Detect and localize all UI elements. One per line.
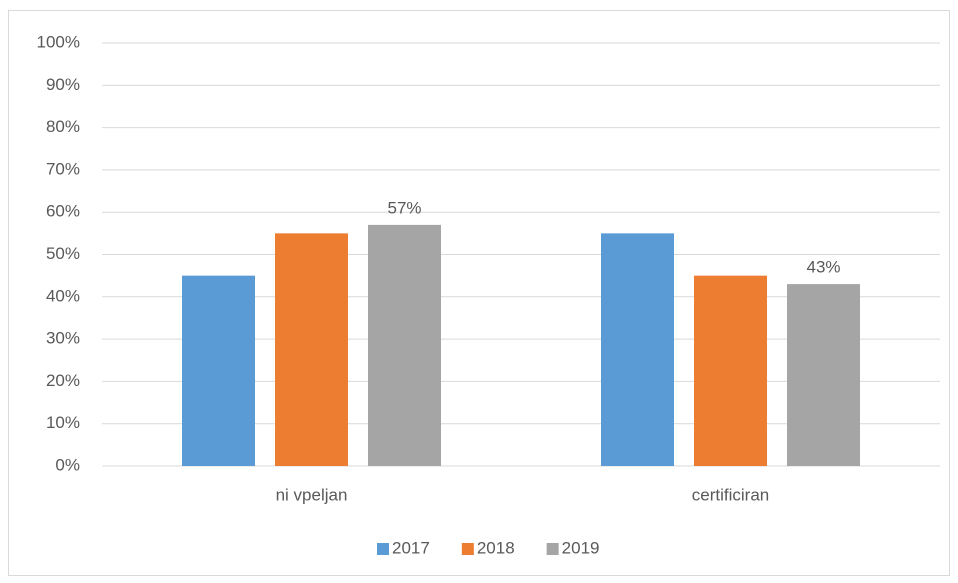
- legend-swatch: [546, 543, 559, 555]
- legend-swatch: [377, 543, 389, 555]
- bar: [275, 233, 348, 466]
- legend-label: 2017: [392, 538, 430, 557]
- bar: [182, 275, 255, 466]
- legend-label: 2019: [562, 538, 600, 557]
- x-tick-label: certificiran: [692, 485, 769, 504]
- y-tick-label: 70%: [46, 159, 80, 178]
- y-tick-label: 30%: [46, 329, 80, 348]
- y-tick-label: 90%: [46, 75, 80, 94]
- y-tick-label: 80%: [46, 117, 80, 136]
- legend-label: 2018: [477, 538, 515, 557]
- x-tick-label: ni vpeljan: [276, 485, 348, 504]
- y-tick-label: 50%: [46, 244, 80, 263]
- bar: [368, 224, 441, 466]
- bar: [787, 284, 860, 466]
- bar: [694, 275, 767, 466]
- y-tick-label: 100%: [37, 32, 80, 51]
- y-tick-label: 60%: [46, 202, 80, 221]
- y-tick-label: 0%: [55, 455, 80, 474]
- y-tick-label: 40%: [46, 286, 80, 305]
- bar: [601, 233, 674, 466]
- data-label: 43%: [806, 258, 840, 277]
- data-label: 57%: [387, 198, 421, 217]
- legend-swatch: [461, 543, 474, 555]
- y-tick-label: 10%: [46, 413, 80, 432]
- y-tick-label: 20%: [46, 371, 80, 390]
